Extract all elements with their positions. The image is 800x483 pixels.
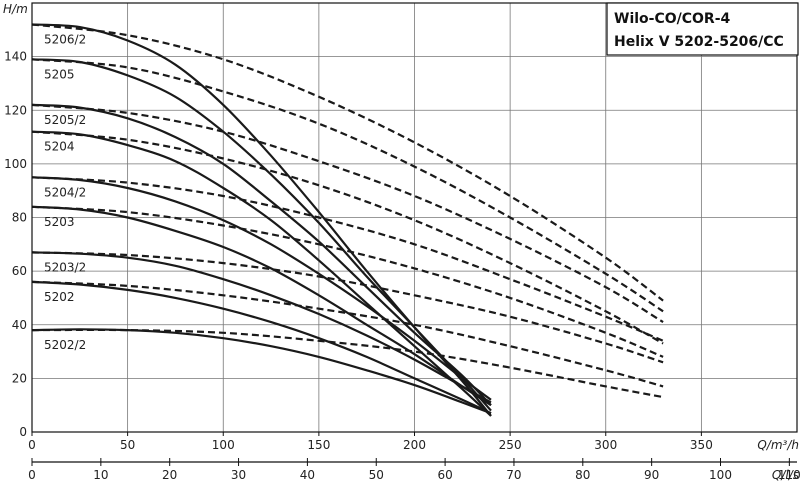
series-dashed-curve bbox=[31, 205, 664, 358]
series-label: 5205/2 bbox=[44, 113, 86, 127]
x-tick-label: 350 bbox=[690, 438, 713, 452]
x2-tick-label: 80 bbox=[575, 468, 590, 482]
plot-frame bbox=[31, 2, 798, 433]
x2-tick-label: 50 bbox=[369, 468, 384, 482]
series-label: 5204/2 bbox=[44, 185, 86, 199]
y-tick-label: 120 bbox=[4, 103, 27, 117]
curves bbox=[31, 23, 664, 417]
x-tick-label: 250 bbox=[499, 438, 522, 452]
series-label: 5205 bbox=[44, 67, 75, 81]
series-label: 5206/2 bbox=[44, 32, 86, 46]
y-tick-label: 20 bbox=[12, 371, 27, 385]
y-tick-label: 100 bbox=[4, 157, 27, 171]
series-solid-curve bbox=[31, 23, 492, 417]
y-tick-label: 140 bbox=[4, 50, 27, 64]
series-label: 5203/2 bbox=[44, 260, 86, 274]
series-solid-curve bbox=[31, 103, 492, 406]
axes bbox=[31, 2, 798, 466]
y-tick-label: 60 bbox=[12, 264, 27, 278]
title-box: Wilo-CO/COR-4 Helix V 5202-5206/CC bbox=[606, 2, 799, 56]
x-tick-label: 50 bbox=[120, 438, 135, 452]
x-tick-label: 300 bbox=[594, 438, 617, 452]
series-solid-curve bbox=[31, 58, 492, 412]
series-solid-curve bbox=[31, 280, 492, 415]
series-label: 5204 bbox=[44, 140, 75, 154]
x2-tick-label: 30 bbox=[231, 468, 246, 482]
x2-tick-label: 70 bbox=[506, 468, 521, 482]
x2-tick-label: 110 bbox=[778, 468, 800, 482]
x2-tick-label: 40 bbox=[300, 468, 315, 482]
x2-tick-label: 90 bbox=[644, 468, 659, 482]
x-axis-title: Q/m³/h bbox=[757, 438, 799, 452]
x-tick-label: 100 bbox=[212, 438, 235, 452]
series-label: 5203 bbox=[44, 215, 75, 229]
x2-tick-label: 60 bbox=[437, 468, 452, 482]
x2-tick-label: 10 bbox=[93, 468, 108, 482]
series-dashed-curve bbox=[31, 58, 664, 313]
series-dashed-curve bbox=[31, 103, 664, 324]
series-solid-curve bbox=[31, 205, 492, 407]
series-dashed-curve bbox=[31, 251, 664, 364]
x-tick-label: 150 bbox=[307, 438, 330, 452]
x2-tick-label: 100 bbox=[709, 468, 732, 482]
series-solid-curve bbox=[31, 130, 492, 417]
title-line-2: Helix V 5202-5206/CC bbox=[614, 34, 784, 50]
y-axis-title: H/m bbox=[3, 2, 28, 16]
y-tick-label: 40 bbox=[12, 318, 27, 332]
x2-tick-label: 20 bbox=[162, 468, 177, 482]
y-tick-label: 0 bbox=[19, 425, 27, 439]
series-dashed-curve bbox=[31, 328, 664, 399]
x2-tick-label: 0 bbox=[28, 468, 36, 482]
series-dashed-curve bbox=[31, 176, 664, 342]
series-solid-curve bbox=[31, 251, 492, 404]
series-dashed-curve bbox=[31, 23, 664, 302]
series-dashed-curve bbox=[31, 280, 664, 388]
x-tick-label: 200 bbox=[403, 438, 426, 452]
labels: 0 50 100 150 200 250 300 350 0 20 40 60 80 100 120 140 0… bbox=[4, 32, 800, 482]
x-tick-label: 0 bbox=[28, 438, 36, 452]
series-solid-curve bbox=[31, 176, 492, 401]
title-box-frame bbox=[606, 2, 799, 56]
x2-axis-title: Q/l/s bbox=[772, 468, 799, 482]
series-label: 5202 bbox=[44, 290, 75, 304]
series-solid-curve bbox=[31, 328, 492, 415]
title-line-1: Wilo-CO/COR-4 bbox=[614, 11, 731, 27]
y-tick-label: 80 bbox=[12, 211, 27, 225]
series-label: 5202/2 bbox=[44, 338, 86, 352]
series-dashed-curve bbox=[31, 130, 664, 345]
grid bbox=[32, 3, 797, 432]
